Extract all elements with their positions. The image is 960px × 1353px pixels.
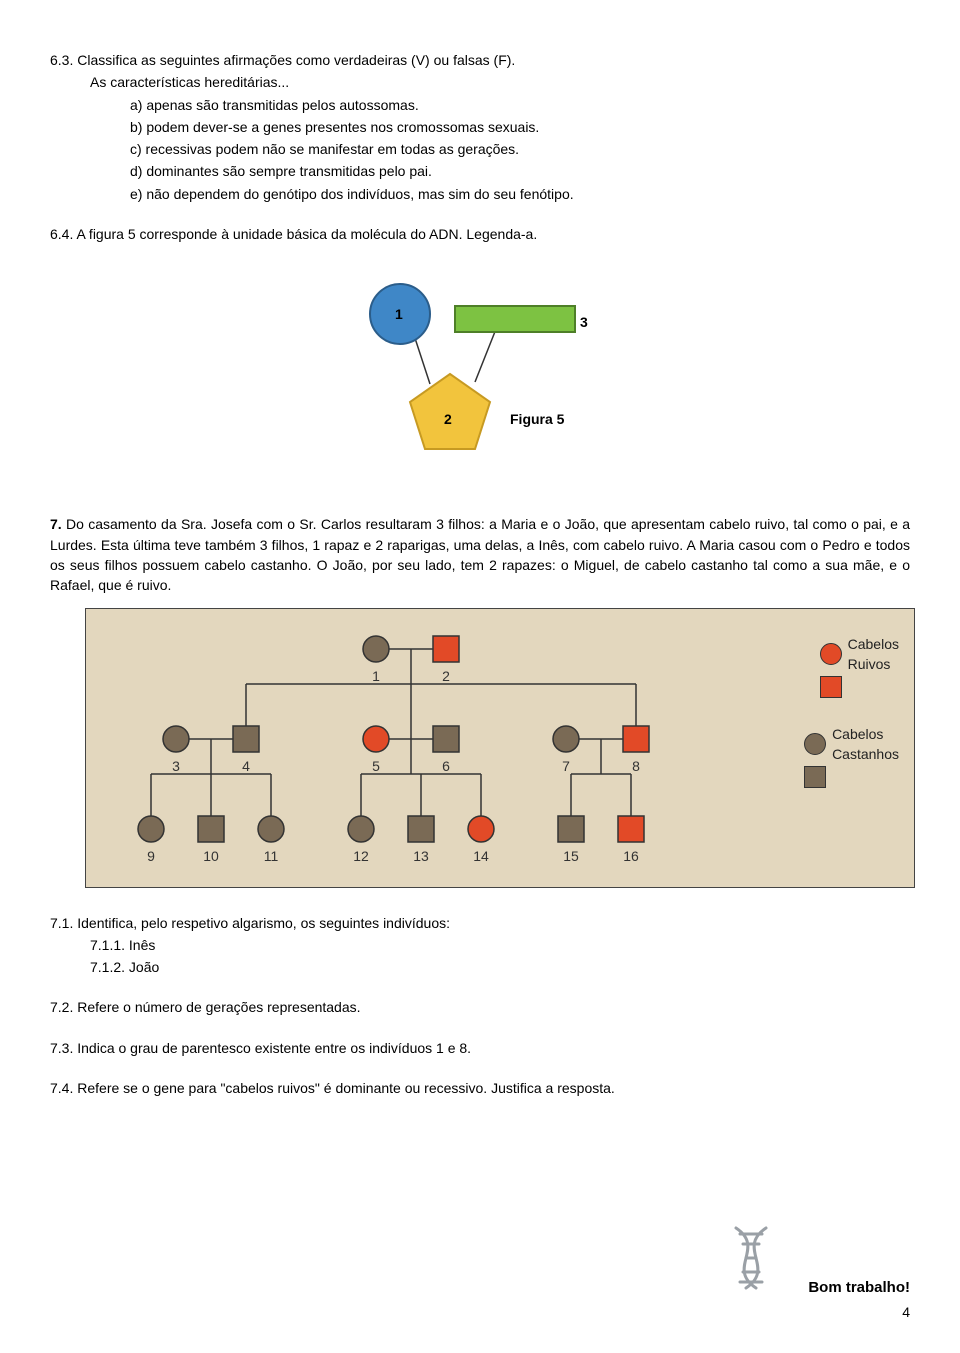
pedigree-node-label: 9 xyxy=(141,846,161,866)
pedigree-node-label: 6 xyxy=(436,756,456,776)
q71-item-1: 7.1.1. Inês xyxy=(90,935,910,955)
q71-item-2: 7.1.2. João xyxy=(90,957,910,977)
legend-square-ruivo-icon xyxy=(820,676,842,698)
legend-circle-castanho-icon xyxy=(804,733,826,755)
q63-item-c: c) recessivas podem não se manifestar em… xyxy=(130,139,910,159)
q7-stem: 7. Do casamento da Sra. Josefa com o Sr.… xyxy=(50,514,910,595)
pedigree-node-label: 5 xyxy=(366,756,386,776)
page-number: 4 xyxy=(50,1302,910,1322)
fig5-label-3: 3 xyxy=(580,312,588,332)
pedigree-node-label: 1 xyxy=(366,666,386,686)
bom-trabalho: Bom trabalho! xyxy=(808,1277,910,1299)
figure-5-svg xyxy=(280,274,680,474)
pedigree-node-label: 2 xyxy=(436,666,456,686)
pedigree-node-label: 3 xyxy=(166,756,186,776)
pedigree-node-label: 13 xyxy=(411,846,431,866)
legend-circle-ruivo-icon xyxy=(820,643,842,665)
legend-castanhos-label: Cabelos Castanhos xyxy=(832,724,899,765)
figure-5-diagram: 1 3 2 Figura 5 xyxy=(280,274,680,474)
pedigree-node-label: 7 xyxy=(556,756,576,776)
q63-item-a: a) apenas são transmitidas pelos autosso… xyxy=(130,95,910,115)
pedigree-node-label: 16 xyxy=(621,846,641,866)
pedigree-node-label: 10 xyxy=(201,846,221,866)
legend-square-castanho-icon xyxy=(804,766,826,788)
q63-intro: As características hereditárias... xyxy=(90,72,910,92)
dna-icon xyxy=(716,1218,796,1298)
pedigree-diagram: Cabelos Ruivos Cabelos Castanhos 1234567… xyxy=(85,608,915,888)
q64-stem: 6.4. A figura 5 corresponde à unidade bá… xyxy=(50,224,910,244)
pedigree-node-label: 15 xyxy=(561,846,581,866)
q72-stem: 7.2. Refere o número de gerações represe… xyxy=(50,997,910,1017)
pedigree-node-label: 4 xyxy=(236,756,256,776)
q63-item-b: b) podem dever-se a genes presentes nos … xyxy=(130,117,910,137)
fig5-label-2: 2 xyxy=(444,409,452,429)
legend-ruivos: Cabelos Ruivos xyxy=(820,634,899,703)
fig5-caption: Figura 5 xyxy=(510,409,564,429)
q63-item-d: d) dominantes são sempre transmitidas pe… xyxy=(130,161,910,181)
fig5-label-1: 1 xyxy=(395,304,403,324)
q73-stem: 7.3. Indica o grau de parentesco existen… xyxy=(50,1038,910,1058)
q74-stem: 7.4. Refere se o gene para "cabelos ruiv… xyxy=(50,1078,910,1098)
q7-body: Do casamento da Sra. Josefa com o Sr. Ca… xyxy=(50,516,910,593)
footer: Bom trabalho! xyxy=(50,1218,910,1298)
q63-item-e: e) não dependem do genótipo dos indivídu… xyxy=(130,184,910,204)
pedigree-node-label: 8 xyxy=(626,756,646,776)
legend-ruivos-label: Cabelos Ruivos xyxy=(848,634,899,675)
q63-stem: 6.3. Classifica as seguintes afirmações … xyxy=(50,50,910,70)
pedigree-node-label: 11 xyxy=(261,846,281,866)
q71-stem: 7.1. Identifica, pelo respetivo algarism… xyxy=(50,913,910,933)
pedigree-node-label: 12 xyxy=(351,846,371,866)
pedigree-node-label: 14 xyxy=(471,846,491,866)
q7-prefix: 7. xyxy=(50,516,62,532)
legend-castanhos: Cabelos Castanhos xyxy=(804,724,899,793)
